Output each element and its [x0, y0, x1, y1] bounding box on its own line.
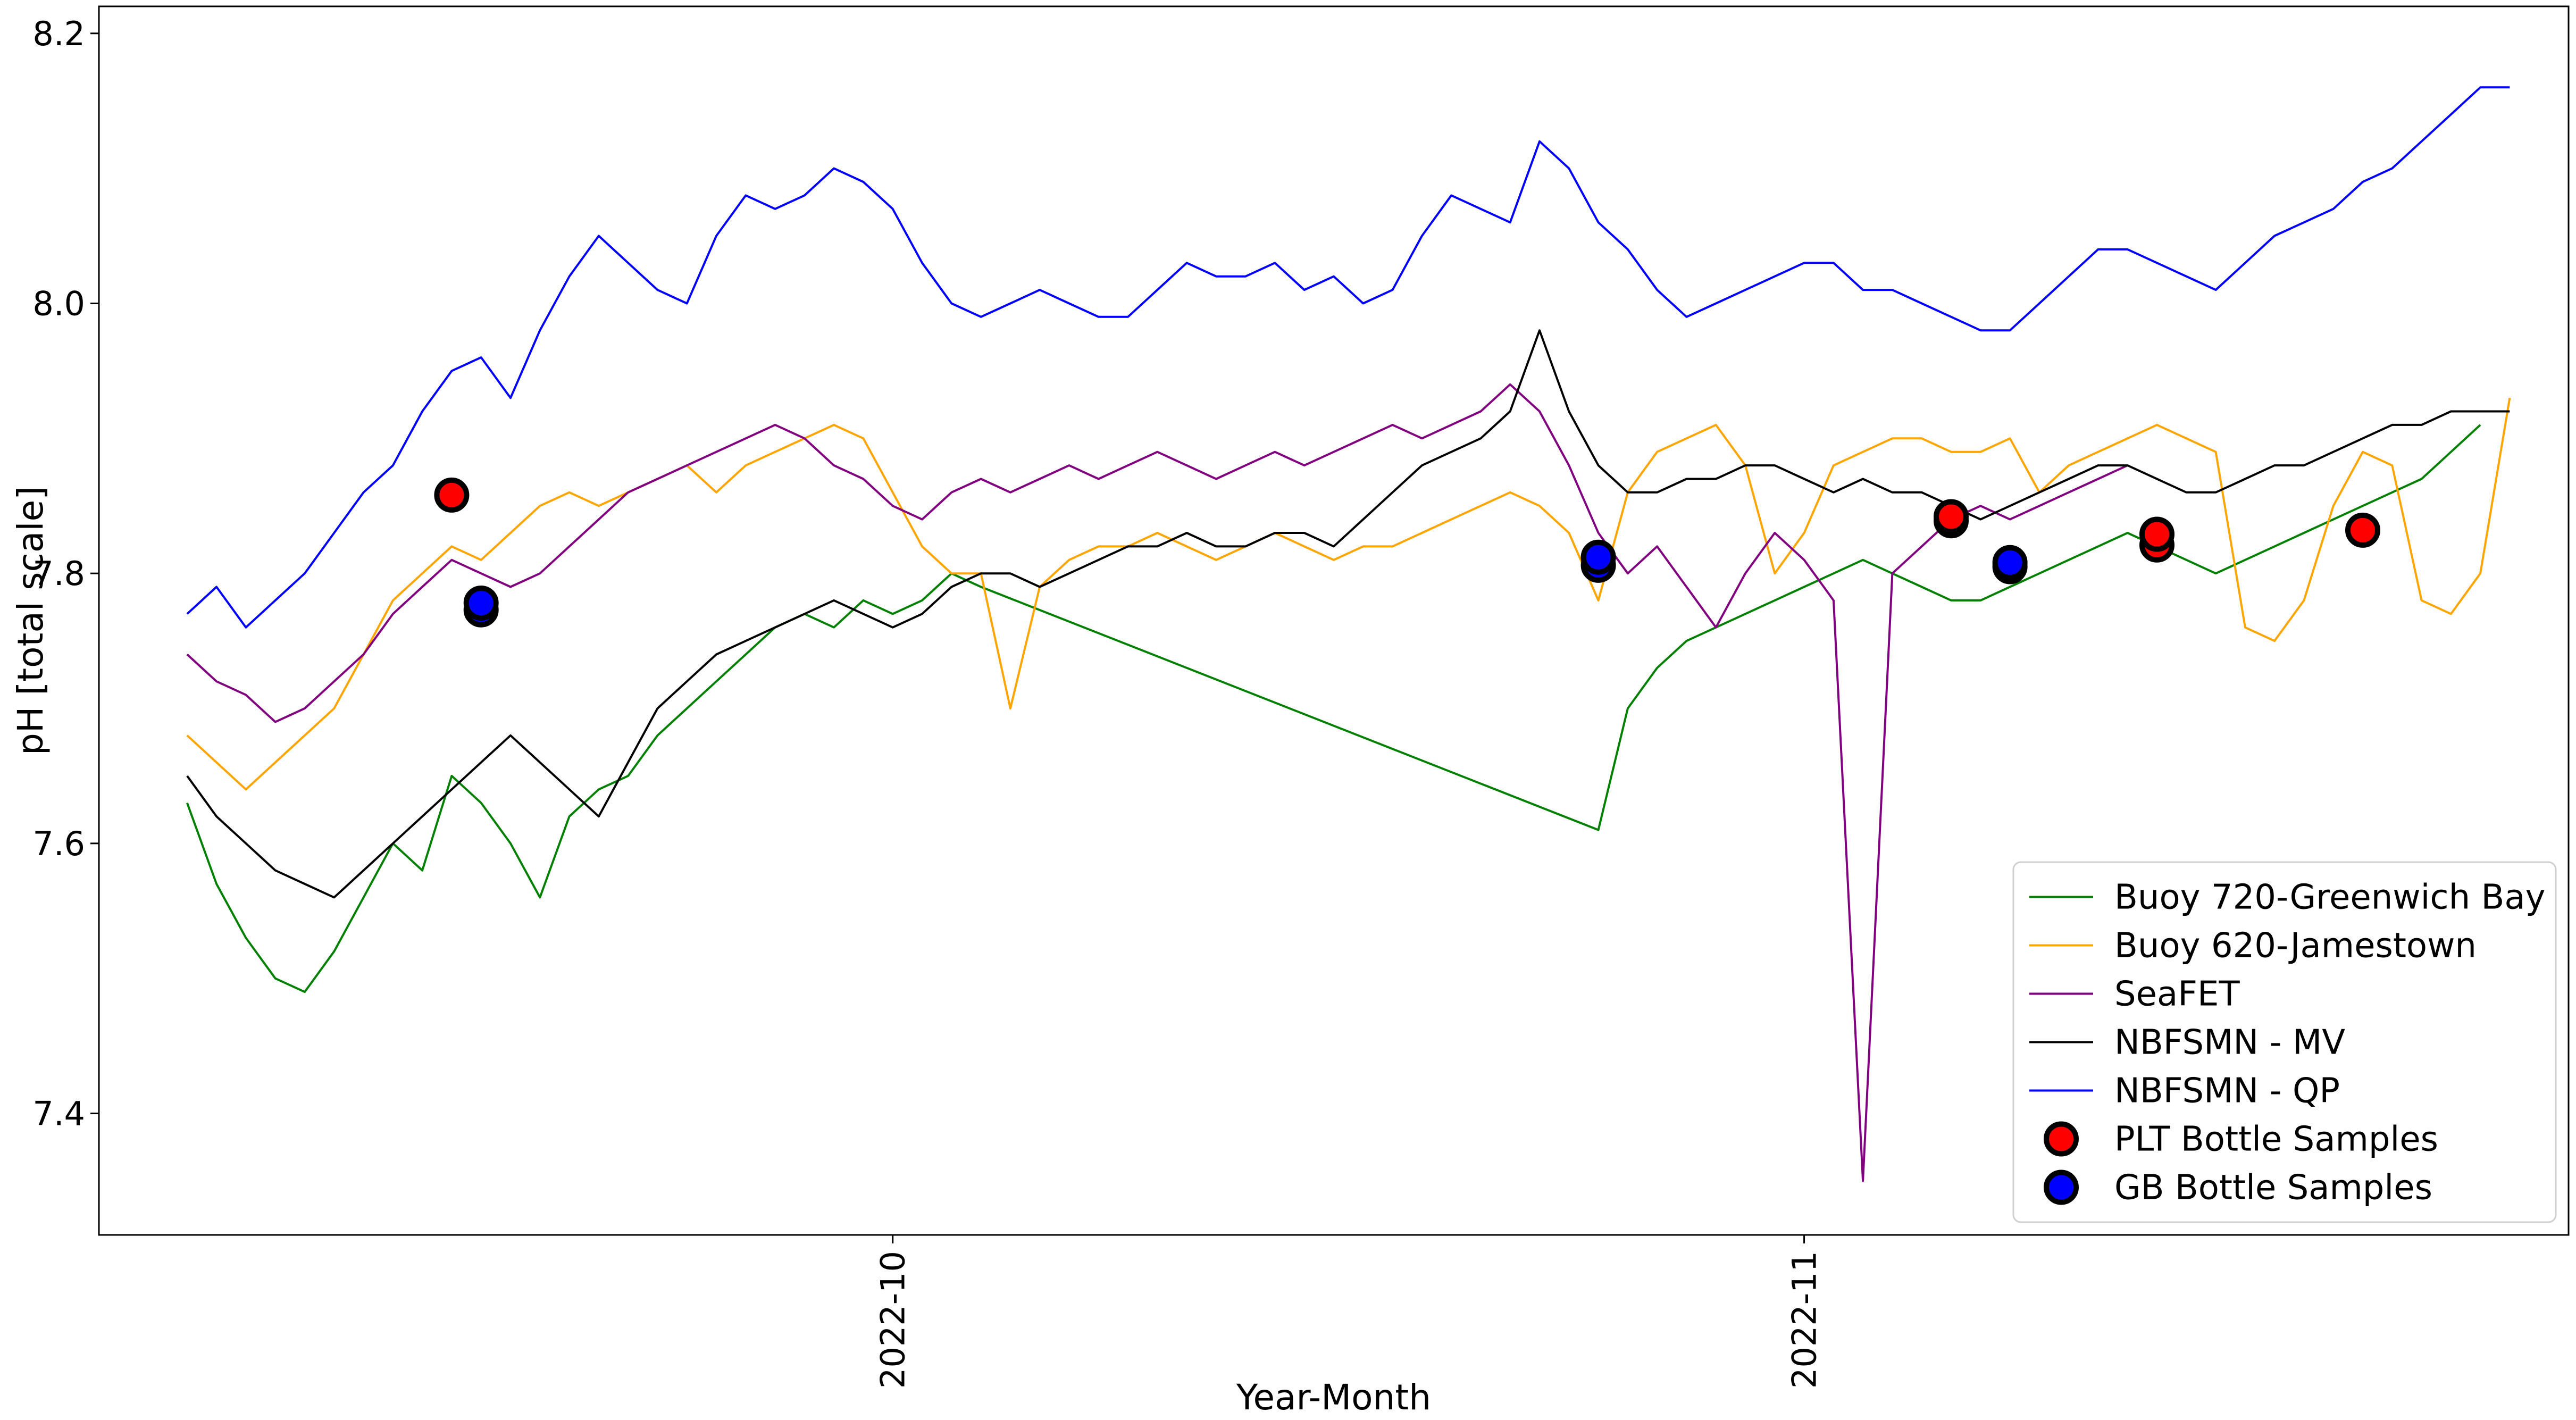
legend-label-plt-bottle-samples: PLT Bottle Samples — [2114, 1120, 2438, 1159]
legend-label-buoy-620-jamestown: Buoy 620-Jamestown — [2114, 926, 2477, 966]
marker-plt-bottle-samples — [2345, 512, 2380, 548]
legend-label-gb-bottle-samples: GB Bottle Samples — [2114, 1168, 2432, 1208]
y-tick-label: 8.2 — [32, 14, 85, 53]
marker-plt-bottle-samples — [1934, 499, 1969, 534]
marker-gb-bottle-samples — [463, 586, 499, 621]
marker-plt-bottle-samples — [434, 477, 470, 513]
y-tick-label: 7.8 — [32, 554, 85, 593]
x-axis-ticks: 2022-10 2022-11 — [874, 1235, 1824, 1389]
legend-box — [2012, 861, 2557, 1223]
legend-label-nbfsmn-mv: NBFSMN - MV — [2114, 1023, 2345, 1063]
y-tick-label: 7.4 — [32, 1095, 85, 1133]
x-tick-label: 2022-10 — [874, 1251, 913, 1389]
x-axis-label: Year-Month — [1236, 1377, 1431, 1418]
legend-label-buoy-720-greenwich-bay: Buoy 720-Greenwich Bay — [2114, 878, 2545, 917]
series-line-buoy-620-jamestown — [186, 397, 2511, 791]
x-tick-label: 2022-11 — [1785, 1251, 1824, 1389]
legend-swatch-plt-bottle-samples — [2044, 1121, 2079, 1157]
legend-label-nbfsmn-qp: NBFSMN - QP — [2114, 1072, 2340, 1111]
y-tick-label: 7.6 — [32, 824, 85, 863]
y-axis-label: pH [total scale] — [10, 486, 51, 755]
legend: Buoy 720-Greenwich Bay Buoy 620-Jamestown… — [2012, 861, 2557, 1223]
series-layer — [186, 86, 2511, 1182]
legend-swatch-gb-bottle-samples — [2044, 1170, 2079, 1205]
y-axis-ticks: 7.4 7.6 7.8 8.0 8.2 — [32, 14, 99, 1133]
series-line-nbfsmn-mv — [186, 329, 2510, 899]
legend-label-seafet: SeaFET — [2114, 975, 2240, 1014]
series-line-buoy-720-greenwich-bay — [186, 424, 2481, 993]
y-tick-label: 8.0 — [32, 284, 85, 323]
marker-layer — [434, 477, 2380, 628]
series-line-nbfsmn-qp — [186, 86, 2510, 629]
series-line-seafet — [186, 383, 2128, 1182]
marker-gb-bottle-samples — [1992, 545, 2028, 580]
marker-gb-bottle-samples — [1580, 539, 1616, 575]
marker-plt-bottle-samples — [2139, 516, 2174, 552]
plot-frame — [98, 5, 2570, 1236]
